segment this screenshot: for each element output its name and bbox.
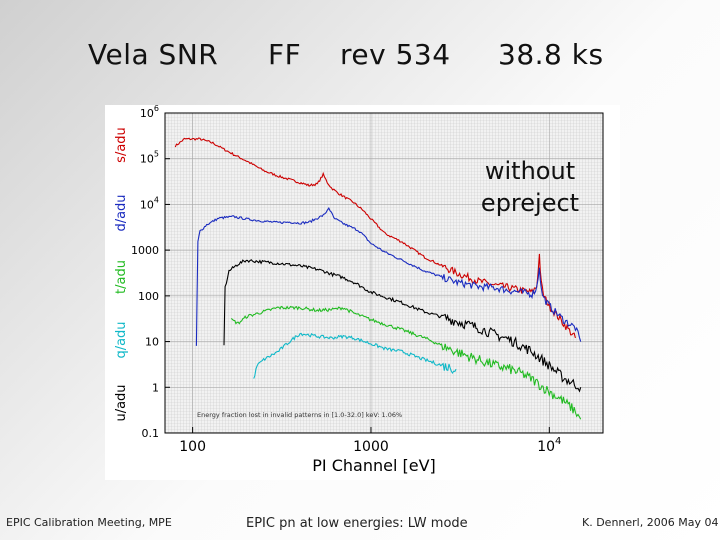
series-line-t-adu (223, 259, 582, 393)
y-tick-label: 104 (140, 195, 159, 211)
y-tick-label: 106 (140, 105, 159, 120)
title-exposure: 38.8 ks (498, 38, 604, 71)
title-revolution: rev 534 (340, 38, 451, 71)
energy-fraction-note: Energy fraction lost in invalid patterns… (197, 411, 402, 419)
y-tick-label: 105 (140, 150, 159, 166)
y-tick-label: 0.1 (142, 427, 160, 440)
series-line-u-adu (253, 332, 457, 379)
y-axis-label-t-adu: t/adu (114, 260, 129, 294)
title-source: Vela SNR (88, 38, 219, 71)
x-tick-label: 104 (537, 436, 561, 455)
series-line-d-adu (195, 207, 582, 346)
annotation-line-2: epreject (481, 189, 579, 217)
footer-topic: EPIC pn at low energies: LW mode (246, 516, 468, 531)
y-tick-label: 1000 (131, 244, 159, 257)
plot-border (164, 112, 604, 434)
y-axis-label-s-adu: s/adu (114, 127, 129, 163)
x-tick-label: 1000 (353, 439, 389, 455)
y-tick-label: 10 (145, 336, 159, 349)
footer-author-date: K. Dennerl, 2006 May 04 (582, 516, 719, 529)
y-axis-label-d-adu: d/adu (114, 194, 129, 231)
series-line-q-adu (230, 305, 582, 420)
y-axis-label-u-adu: u/adu (114, 384, 129, 421)
chart-svg: 0.1 1 10 100 1000 104 105 106 100 1000 104 PI Chann… (114, 104, 604, 475)
y-tick-label: 1 (152, 381, 159, 394)
footer-meeting: EPIC Calibration Meeting, MPE (6, 516, 172, 529)
plot-background (165, 113, 603, 433)
spectrum-chart: 0.1 1 10 100 1000 104 105 106 100 1000 104 PI Chann… (105, 104, 620, 480)
y-tick-label: 100 (138, 290, 159, 303)
title-mode: FF (268, 38, 302, 71)
x-tick-label: 100 (179, 439, 206, 455)
series-line-s-adu (174, 137, 576, 339)
y-axis-label-q-adu: q/adu (114, 321, 129, 358)
annotation-line-1: without (485, 157, 575, 185)
x-axis-label: PI Channel [eV] (312, 456, 436, 475)
